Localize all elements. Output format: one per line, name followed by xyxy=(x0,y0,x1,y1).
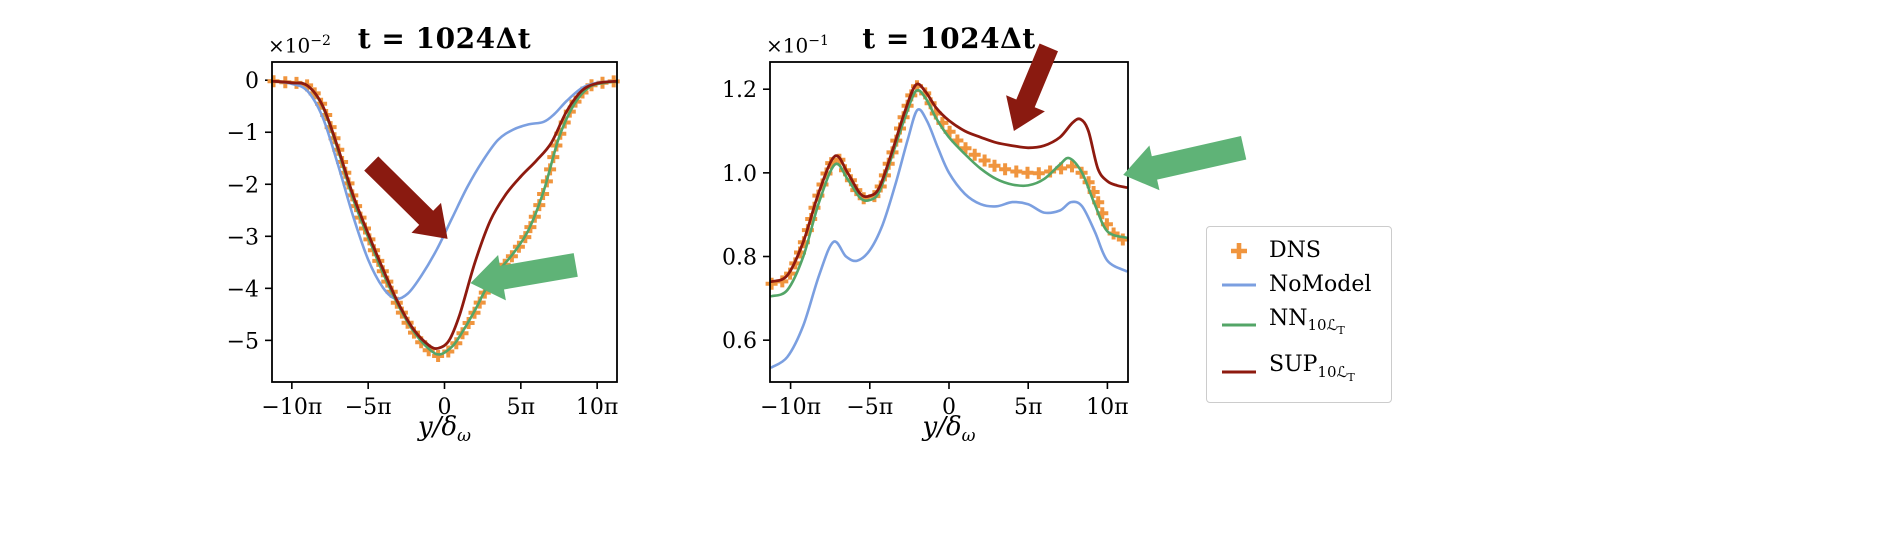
x-tick-label: 5π xyxy=(507,395,535,420)
x-tick-label: 0 xyxy=(438,395,452,420)
legend-label: DNS xyxy=(1269,238,1321,263)
right-plot-title: t = 1024Δt xyxy=(862,22,1036,55)
x-tick-label: 10π xyxy=(576,395,618,420)
legend-item-nomodel: NoModel xyxy=(1220,272,1371,298)
x-tick-label: 0 xyxy=(942,395,956,420)
x-tick-label: −5π xyxy=(345,395,392,420)
line-swatch-icon xyxy=(1222,323,1256,327)
axes-frame xyxy=(271,61,618,383)
xlabel-subscript: ω xyxy=(961,426,976,447)
offset-exponent: −1 xyxy=(808,33,829,49)
xlabel-main: y/δ xyxy=(922,412,962,442)
legend-item-sup: SUP10ℒT xyxy=(1220,352,1371,390)
series-sup10lt-line xyxy=(272,79,617,350)
offset-exponent: −2 xyxy=(310,33,331,49)
y-tick-label: 1.2 xyxy=(722,78,757,103)
legend-item-nn: NN10ℒT xyxy=(1220,306,1371,344)
legend-label: NN10ℒT xyxy=(1269,306,1345,338)
offset-base: ×10 xyxy=(268,33,311,58)
right-x-axis-label: y/δω xyxy=(770,412,1128,446)
dark-red-arrow-annotation xyxy=(364,156,448,239)
x-tick-label: 5π xyxy=(1014,395,1042,420)
y-tick-label: −2 xyxy=(227,173,259,198)
series-nn10lt-line xyxy=(770,88,1128,298)
green-arrow-annotation xyxy=(470,253,578,301)
y-tick-label: −1 xyxy=(227,121,259,146)
x-tick-label: −10π xyxy=(760,395,821,420)
left-x-axis-label: y/δω xyxy=(272,412,617,446)
left-axis-offset: ×10−2 xyxy=(268,33,331,58)
green-arrow-annotation xyxy=(1123,136,1247,191)
series-sup10lt-line xyxy=(770,82,1128,283)
dark-red-arrow-annotation xyxy=(1006,43,1058,131)
y-tick-label: −3 xyxy=(227,225,259,250)
y-tick-label: 1.0 xyxy=(722,162,757,187)
line-swatch-icon xyxy=(1222,283,1256,287)
y-tick-label: 0.8 xyxy=(722,246,757,271)
y-tick-label: 0.6 xyxy=(722,329,757,354)
legend-label: NoModel xyxy=(1269,272,1372,297)
offset-base: ×10 xyxy=(766,33,809,58)
plus-marker-icon xyxy=(1231,243,1247,259)
axes-frame xyxy=(769,61,1129,383)
legend-label: SUP10ℒT xyxy=(1269,352,1355,384)
y-tick-label: −5 xyxy=(227,329,259,354)
right-axis-offset: ×10−1 xyxy=(766,33,829,58)
left-plot-title: t = 1024Δt xyxy=(357,22,532,55)
x-tick-label: −10π xyxy=(261,395,322,420)
xlabel-subscript: ω xyxy=(457,426,471,447)
y-tick-label: 0 xyxy=(245,69,259,94)
xlabel-main: y/δ xyxy=(418,412,458,442)
legend: DNS NoModel NN10ℒT SUP10ℒT xyxy=(1206,226,1393,403)
x-tick-label: −5π xyxy=(846,395,893,420)
y-tick-label: −4 xyxy=(227,277,259,302)
x-tick-label: 10π xyxy=(1086,395,1128,420)
legend-item-dns: DNS xyxy=(1220,238,1371,264)
line-swatch-icon xyxy=(1222,370,1256,374)
series-nomodel-line xyxy=(770,108,1128,369)
